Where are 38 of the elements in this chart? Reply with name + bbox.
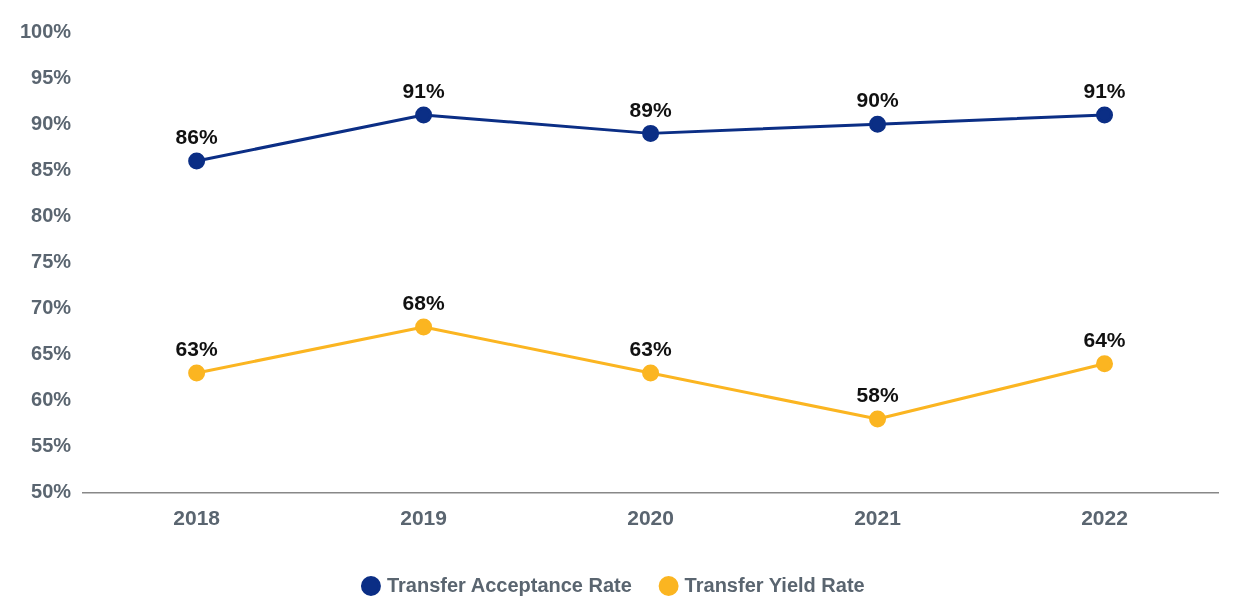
data-label: 68% [402, 291, 445, 315]
data-label: 89% [629, 97, 672, 121]
x-tick-label: 2019 [400, 506, 447, 530]
data-label: 58% [856, 383, 899, 407]
data-label: 64% [1083, 328, 1126, 352]
data-label: 63% [175, 337, 218, 361]
x-tick-label: 2021 [854, 506, 902, 530]
x-tick-label: 2022 [1081, 506, 1128, 530]
y-tick-label: 70% [31, 296, 72, 318]
point [188, 364, 206, 382]
data-label: 91% [1083, 79, 1126, 103]
x-tick-label: 2020 [627, 506, 674, 530]
point [1096, 106, 1114, 124]
data-label: 91% [402, 79, 445, 103]
y-tick-label: 100% [20, 19, 72, 42]
legend-label: Transfer Yield Rate [684, 573, 865, 596]
y-tick-label: 85% [31, 157, 72, 180]
point [415, 106, 433, 124]
legend-label: Transfer Acceptance Rate [386, 573, 632, 596]
data-label: 86% [175, 125, 218, 149]
data-label: 63% [629, 337, 672, 361]
point [415, 318, 433, 336]
point [642, 124, 660, 142]
point [869, 410, 887, 428]
point [642, 364, 660, 382]
y-tick-label: 60% [31, 388, 72, 411]
y-tick-label: 55% [31, 434, 72, 457]
point [188, 152, 206, 170]
point [1096, 355, 1114, 373]
y-tick-label: 65% [31, 342, 72, 365]
data-label: 90% [856, 88, 899, 112]
y-tick-label: 90% [31, 111, 72, 134]
y-tick-label: 95% [31, 65, 72, 88]
y-tick-label: 75% [31, 249, 72, 272]
y-tick-label: 80% [31, 203, 72, 226]
x-tick-label: 2018 [173, 506, 221, 530]
y-tick-label: 50% [31, 480, 72, 503]
point [869, 115, 887, 133]
